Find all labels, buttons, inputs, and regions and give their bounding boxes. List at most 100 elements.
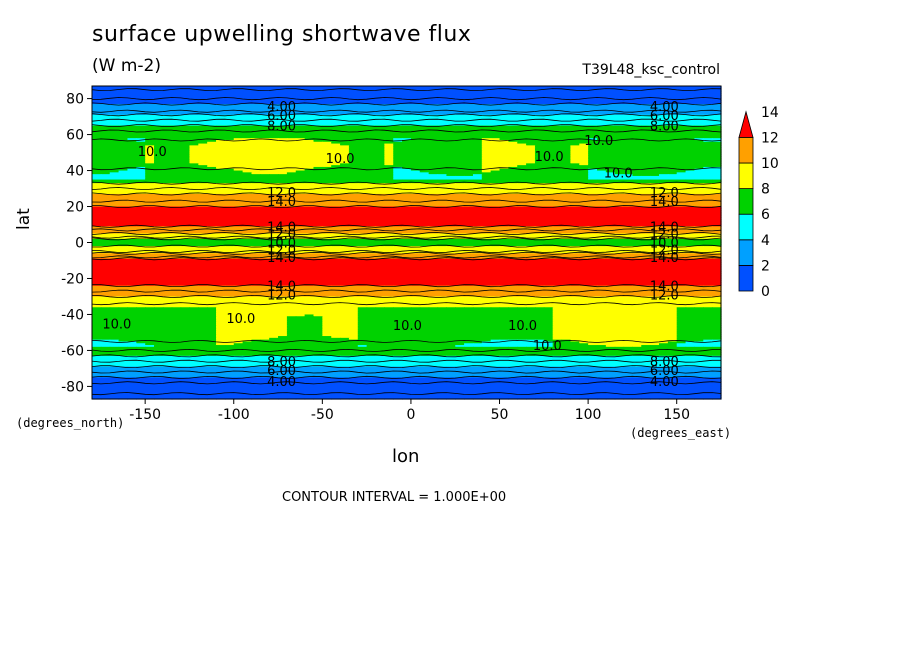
heatmap-cell xyxy=(198,125,208,128)
heatmap-cell xyxy=(145,132,155,136)
heatmap-cell xyxy=(92,143,102,146)
heatmap-cell xyxy=(667,136,678,139)
heatmap-cell xyxy=(145,120,155,123)
heatmap-cell xyxy=(428,105,439,109)
heatmap-cell xyxy=(154,93,164,96)
heatmap-cell xyxy=(224,143,235,146)
heatmap-cell xyxy=(100,93,111,96)
heatmap-cell xyxy=(437,143,447,146)
heatmap-cell xyxy=(623,86,634,89)
heatmap-cell xyxy=(543,145,554,148)
heatmap-cell xyxy=(402,129,412,132)
heatmap-cell xyxy=(136,107,146,110)
heatmap-cell xyxy=(366,116,377,119)
heatmap-cell xyxy=(632,111,642,114)
heatmap-cell xyxy=(455,111,465,114)
heatmap-cell xyxy=(588,130,598,134)
heatmap-cell xyxy=(596,148,607,152)
heatmap-cell xyxy=(410,103,421,107)
heatmap-cell xyxy=(658,116,669,119)
heatmap-cell xyxy=(207,94,217,98)
heatmap-cell xyxy=(92,118,102,121)
heatmap-cell xyxy=(472,143,483,146)
heatmap-cell xyxy=(658,98,669,101)
heatmap-cell xyxy=(623,93,634,96)
heatmap-cell xyxy=(109,102,120,105)
heatmap-cell xyxy=(278,107,288,110)
heatmap-cell xyxy=(136,125,146,128)
heatmap-cell xyxy=(499,132,509,136)
heatmap-cell xyxy=(614,141,625,145)
heatmap-cell xyxy=(375,91,385,94)
heatmap-cell xyxy=(605,107,616,110)
heatmap-cell xyxy=(224,150,235,154)
heatmap-cell xyxy=(464,148,474,152)
heatmap-cell xyxy=(623,139,634,143)
heatmap-cell xyxy=(207,103,217,107)
heatmap-cell xyxy=(570,127,580,130)
heatmap-cell xyxy=(455,109,465,112)
heatmap-cell xyxy=(189,100,199,103)
heatmap-cell xyxy=(348,94,359,98)
heatmap-cell xyxy=(472,116,483,119)
heatmap-cell xyxy=(561,139,571,143)
heatmap-cell xyxy=(614,121,625,125)
heatmap-cell xyxy=(508,134,518,137)
heatmap-cell xyxy=(216,123,226,127)
heatmap-cell xyxy=(490,121,501,125)
heatmap-cell xyxy=(100,114,111,118)
heatmap-cell xyxy=(366,87,377,91)
heatmap-cell xyxy=(543,100,554,103)
heatmap-cell xyxy=(685,139,696,143)
heatmap-cell xyxy=(251,86,261,89)
heatmap-cell xyxy=(534,138,545,141)
heatmap-cell xyxy=(295,136,306,139)
heatmap-cell xyxy=(100,134,111,137)
heatmap-cell xyxy=(242,118,253,121)
heatmap-cell xyxy=(92,91,102,94)
heatmap-cell xyxy=(216,93,226,96)
heatmap-cell xyxy=(145,136,155,139)
heatmap-cell xyxy=(331,147,341,150)
heatmap-cell xyxy=(127,89,137,92)
heatmap-cell xyxy=(92,125,102,128)
heatmap-cell xyxy=(180,132,191,136)
heatmap-cell xyxy=(331,123,341,127)
heatmap-cell xyxy=(127,121,137,125)
heatmap-cell xyxy=(109,136,120,139)
heatmap-cell xyxy=(366,105,377,109)
heatmap-cell xyxy=(658,121,669,125)
heatmap-cell xyxy=(596,134,607,137)
heatmap-cell xyxy=(650,138,660,141)
heatmap-cell xyxy=(428,139,439,143)
heatmap-cell xyxy=(455,150,465,154)
heatmap-cell xyxy=(348,132,359,136)
heatmap-cell xyxy=(322,152,332,155)
heatmap-cell xyxy=(260,91,270,94)
heatmap-cell xyxy=(384,91,394,94)
heatmap-cell xyxy=(650,125,660,128)
heatmap-cell xyxy=(375,120,385,123)
heatmap-cell xyxy=(596,100,607,103)
heatmap-cell xyxy=(304,94,315,98)
heatmap-cell xyxy=(322,86,332,89)
heatmap-cell xyxy=(109,91,120,94)
heatmap-cell xyxy=(260,145,270,148)
heatmap-cell xyxy=(375,139,385,143)
heatmap-cell xyxy=(437,125,447,128)
heatmap-cell xyxy=(410,100,421,103)
heatmap-cell xyxy=(658,107,669,110)
heatmap-cell xyxy=(605,125,616,128)
heatmap-cell xyxy=(658,130,669,134)
heatmap-cell xyxy=(322,130,332,134)
heatmap-cell xyxy=(295,86,306,89)
heatmap-cell xyxy=(685,103,696,107)
heatmap-cell xyxy=(331,152,341,155)
heatmap-cell xyxy=(561,96,571,100)
heatmap-cell xyxy=(357,134,368,137)
heatmap-cell xyxy=(278,102,288,105)
heatmap-cell xyxy=(419,121,430,125)
heatmap-cell xyxy=(632,134,642,137)
heatmap-cell xyxy=(154,107,164,110)
heatmap-cell xyxy=(224,145,235,148)
